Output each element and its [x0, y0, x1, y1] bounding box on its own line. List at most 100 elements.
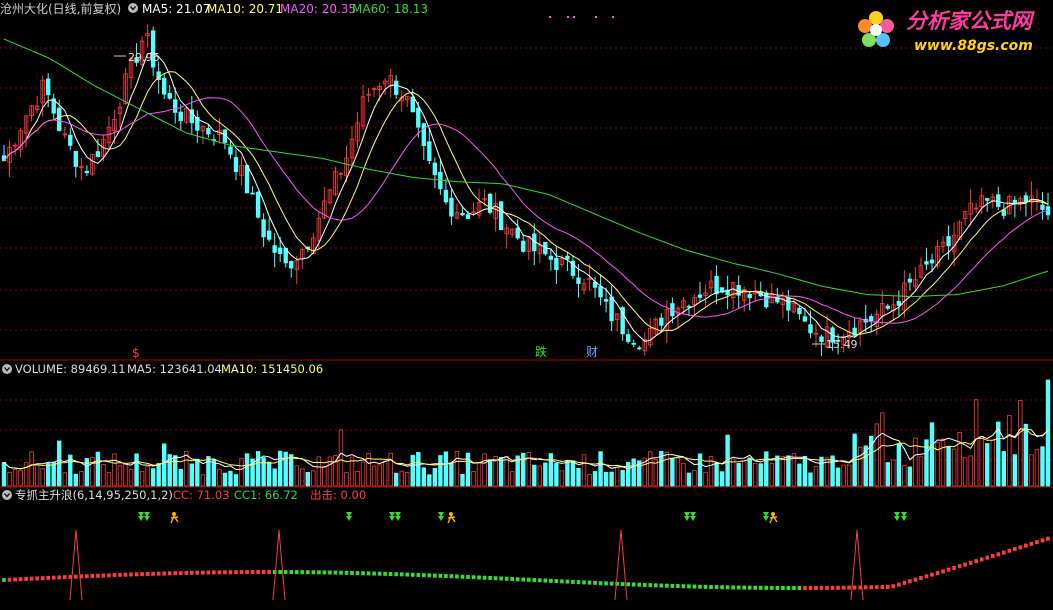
volume-bar	[543, 462, 548, 487]
cc-bar	[698, 584, 702, 589]
volume-bar	[393, 472, 399, 487]
cc-bar	[272, 570, 277, 575]
candle-body	[184, 107, 189, 123]
volume-bar	[1023, 423, 1029, 487]
cc-bar	[118, 572, 122, 577]
candle-body	[322, 200, 327, 219]
volume-bar	[835, 467, 841, 487]
volume-bar	[460, 473, 465, 487]
candle-body	[200, 126, 206, 132]
volume-bar	[951, 448, 957, 487]
cc-bar	[101, 573, 106, 578]
cc-bar	[499, 576, 503, 581]
candle-body	[454, 212, 460, 219]
cc-bar	[250, 570, 255, 575]
cc-bar	[79, 574, 84, 579]
cc-bar	[74, 574, 78, 579]
volume-bar	[697, 453, 703, 487]
volume-ma10-line	[3, 428, 1049, 470]
cc-bar	[957, 564, 962, 569]
candle-body	[686, 305, 692, 308]
indicator-collapse-icon[interactable]	[2, 490, 12, 500]
candle-body	[117, 106, 123, 114]
volume-bar	[277, 450, 283, 487]
candle-body	[79, 165, 84, 168]
cc-bar	[366, 571, 371, 576]
cc-bar	[267, 570, 271, 575]
candle-body	[421, 123, 427, 146]
volume-bar	[377, 464, 382, 487]
cc-bar	[852, 585, 857, 590]
candle-body	[996, 194, 1001, 207]
down-arrow-icon	[438, 512, 444, 517]
ma20-line	[3, 97, 1049, 324]
cc-bar	[946, 567, 951, 572]
volume-bar	[471, 471, 476, 487]
candle-body	[509, 228, 515, 235]
candle-body	[918, 264, 924, 278]
cc-bar	[891, 584, 896, 589]
cc-bar	[96, 573, 100, 578]
cc-bar	[764, 585, 769, 590]
volume-bar	[1029, 454, 1034, 487]
cc-bar	[68, 574, 73, 579]
cc-bar	[339, 570, 343, 575]
cc-bar	[841, 585, 846, 590]
cc-bar	[863, 585, 868, 590]
candle-body	[250, 192, 255, 195]
down-arrow-icon	[684, 516, 690, 521]
candle-body	[741, 289, 747, 301]
candle-body	[703, 292, 708, 296]
candle-body	[659, 317, 664, 326]
volume-collapse-icon[interactable]	[2, 364, 12, 374]
candle-body	[747, 293, 752, 299]
cc-bar	[504, 576, 509, 581]
candle-body	[410, 96, 415, 113]
volume-bar	[322, 466, 327, 487]
cc-bar	[1018, 545, 1023, 550]
cc-bar	[720, 585, 724, 590]
cc-bar	[201, 570, 205, 575]
candle-body	[504, 227, 509, 235]
cc-bar	[609, 581, 614, 586]
volume-bar	[388, 452, 393, 487]
candle-body	[764, 292, 769, 308]
cc-bar	[880, 585, 885, 590]
candle-body	[349, 138, 355, 159]
volume-bar	[7, 472, 12, 487]
cc-bar	[858, 585, 862, 590]
candle-body	[382, 80, 388, 85]
cc-bar	[372, 571, 376, 576]
volume-bar	[708, 456, 714, 487]
cc1-label: CC1: 66.72	[234, 488, 298, 502]
candle-body	[465, 214, 471, 219]
cc-bar	[1007, 548, 1012, 553]
down-arrow-icon	[894, 516, 900, 521]
candle-body	[23, 115, 29, 134]
volume-bar	[1, 462, 7, 487]
candle-body	[338, 172, 344, 175]
volume-bar	[576, 467, 581, 487]
cc-bar	[808, 585, 813, 590]
cc-bar	[394, 572, 398, 577]
volume-bar	[432, 467, 438, 487]
volume-bar	[554, 462, 559, 487]
down-arrow-icon	[901, 512, 907, 517]
candle-body	[482, 198, 487, 201]
volume-bar	[123, 463, 128, 487]
volume-bar	[924, 439, 929, 487]
candle-body	[189, 109, 195, 124]
indicator-label: 专抓主升浪(6,14,95,250,1,2)	[15, 488, 173, 502]
candle-body	[29, 105, 34, 117]
cc-bar	[355, 571, 360, 576]
down-arrow-icon	[763, 512, 769, 517]
down-arrow-icon	[684, 512, 690, 517]
cc-bar	[62, 575, 67, 580]
volume-bar	[233, 474, 239, 487]
low-annotation: 15.49	[812, 338, 858, 351]
volume-bar	[399, 470, 404, 487]
volume-bar	[979, 435, 984, 487]
collapse-icon[interactable]	[128, 3, 138, 13]
candle-body	[819, 336, 824, 342]
